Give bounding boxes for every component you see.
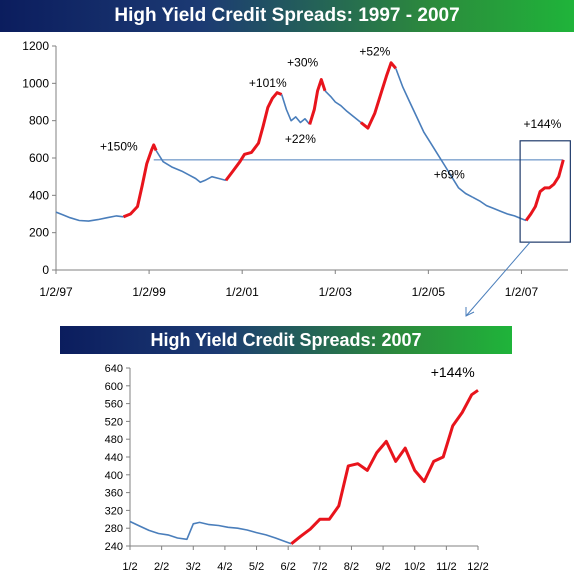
series-segment-top-8: [395, 68, 473, 198]
annotation-top: +144%: [524, 117, 562, 131]
y-tick-label-top: 0: [42, 263, 49, 277]
series-segment-top-4: [280, 94, 311, 125]
x-tick-label-top: 1/2/99: [132, 285, 166, 299]
series-segment-top-10: [524, 159, 565, 222]
annotation-top: +150%: [100, 140, 138, 154]
y-tick-label-top: 1000: [22, 76, 49, 90]
y-tick-label-bottom: 440: [105, 452, 123, 464]
series-segment-top-0: [55, 211, 124, 222]
x-tick-label-bottom: 11/2: [436, 561, 457, 573]
x-tick-label-bottom: 2/2: [154, 561, 169, 573]
y-tick-label-bottom: 240: [105, 541, 123, 553]
annotation-bottom: +144%: [431, 364, 475, 380]
x-tick-label-top: 1/2/01: [225, 285, 259, 299]
annotation-top: +69%: [434, 168, 465, 182]
series-segment-bottom-0: [129, 520, 292, 545]
series-segment-top-3: [224, 91, 283, 182]
x-tick-label-top: 1/2/03: [319, 285, 353, 299]
x-tick-label-top: 1/2/97: [39, 285, 73, 299]
y-tick-label-top: 600: [29, 151, 49, 165]
y-tick-label-bottom: 280: [105, 523, 123, 535]
y-tick-label-top: 400: [29, 188, 49, 202]
x-tick-label-bottom: 9/2: [375, 561, 390, 573]
series-segment-top-7: [359, 61, 397, 130]
y-tick-label-bottom: 520: [105, 416, 123, 428]
x-tick-label-top: 1/2/05: [412, 285, 446, 299]
y-tick-label-bottom: 640: [105, 363, 123, 375]
x-tick-label-bottom: 3/2: [186, 561, 201, 573]
annotation-top: +101%: [249, 76, 287, 90]
series-segment-top-1: [122, 143, 158, 219]
x-tick-label-bottom: 4/2: [217, 561, 232, 573]
x-tick-label-bottom: 10/2: [404, 561, 425, 573]
x-tick-label-bottom: 5/2: [249, 561, 264, 573]
chart-title-top: High Yield Credit Spreads: 1997 - 2007: [0, 0, 574, 32]
annotation-top: +22%: [285, 132, 316, 146]
series-segment-top-6: [324, 90, 362, 124]
annotation-top: +52%: [359, 44, 390, 58]
connector-arrow: [465, 241, 531, 317]
y-tick-label-bottom: 360: [105, 488, 123, 500]
chart-title-bottom: High Yield Credit Spreads: 2007: [60, 326, 512, 354]
x-tick-label-bottom: 7/2: [312, 561, 327, 573]
y-tick-label-bottom: 600: [105, 381, 123, 393]
x-tick-label-bottom: 8/2: [344, 561, 359, 573]
y-tick-label-bottom: 320: [105, 505, 123, 517]
y-tick-label-top: 1200: [22, 39, 49, 53]
y-tick-label-bottom: 480: [105, 434, 123, 446]
highlight-box-2007: [519, 140, 571, 243]
connector-arrowhead: [465, 307, 475, 317]
series-segment-bottom-1: [290, 389, 479, 545]
y-tick-label-top: 800: [29, 114, 49, 128]
series-segment-top-5: [308, 78, 327, 125]
annotation-top: +30%: [287, 56, 318, 70]
y-tick-label-top: 200: [29, 226, 49, 240]
y-tick-label-bottom: 400: [105, 470, 123, 482]
x-tick-label-bottom: 12/2: [467, 561, 488, 573]
x-tick-label-bottom: 1/2: [122, 561, 137, 573]
y-tick-label-bottom: 560: [105, 399, 123, 411]
x-tick-label-top: 1/2/07: [505, 285, 539, 299]
x-tick-label-bottom: 6/2: [281, 561, 296, 573]
series-segment-top-9: [472, 196, 527, 222]
series-segment-top-2: [155, 150, 227, 184]
